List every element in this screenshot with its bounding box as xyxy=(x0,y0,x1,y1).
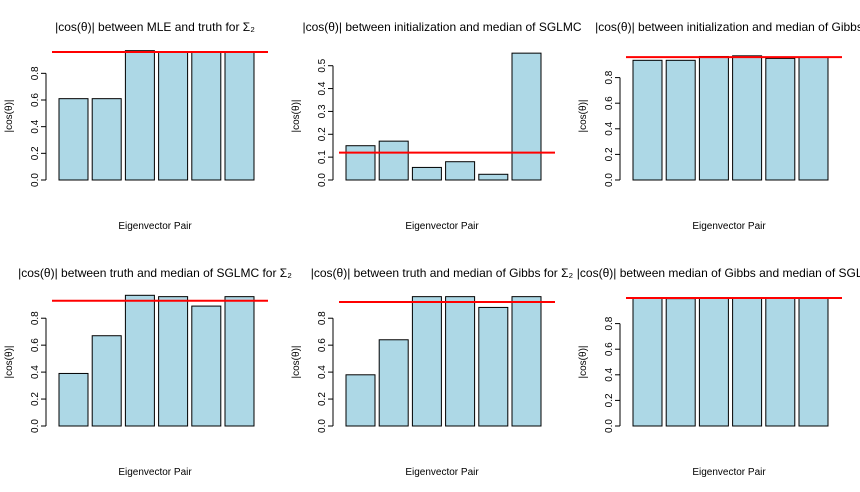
bar-2 xyxy=(665,59,696,181)
y-tick-label: 0.1 xyxy=(317,150,328,164)
chart-title: |cos(θ)| between initialization and medi… xyxy=(302,20,581,34)
y-tick-label: 0.2 xyxy=(317,127,328,141)
x-axis-label: Eigenvector Pair xyxy=(118,467,192,478)
y-tick-label: 0.0 xyxy=(317,173,328,187)
y-axis-label: |cos(θ)| xyxy=(578,100,589,133)
bar-5 xyxy=(765,297,796,427)
y-tick-label: 0.0 xyxy=(317,419,328,433)
bar-6 xyxy=(224,51,255,181)
chart-panel-4: |cos(θ)| between truth and median of SGL… xyxy=(4,266,292,478)
y-tick-label: 0.4 xyxy=(604,121,615,135)
y-tick-label: 0.8 xyxy=(604,70,615,84)
bar-3 xyxy=(124,294,155,427)
y-tick-label: 0.2 xyxy=(30,392,41,406)
y-tick-label: 0.2 xyxy=(30,146,41,160)
y-tick-label: 0.4 xyxy=(604,367,615,381)
y-tick-label: 0.4 xyxy=(30,365,41,379)
bar-5 xyxy=(478,306,509,427)
x-axis-label: Eigenvector Pair xyxy=(405,221,479,232)
y-tick-label: 0.8 xyxy=(317,311,328,325)
y-tick-label: 0.6 xyxy=(317,338,328,352)
chart-title: |cos(θ)| between truth and median of Gib… xyxy=(311,266,574,280)
x-axis-label: Eigenvector Pair xyxy=(692,467,766,478)
y-tick-label: 0.2 xyxy=(317,392,328,406)
bar-1 xyxy=(58,372,89,427)
bar-4 xyxy=(158,51,189,181)
bar-6 xyxy=(511,52,542,181)
chart-title: |cos(θ)| between initialization and medi… xyxy=(595,20,860,34)
bar-2 xyxy=(665,298,696,427)
y-axis-label: |cos(θ)| xyxy=(291,346,302,379)
bar-4 xyxy=(732,55,763,181)
x-axis-label: Eigenvector Pair xyxy=(118,221,192,232)
bar-2 xyxy=(91,335,122,427)
y-tick-label: 0.4 xyxy=(317,365,328,379)
y-tick-label: 0.6 xyxy=(604,96,615,110)
bar-3 xyxy=(698,297,729,427)
y-axis-label: |cos(θ)| xyxy=(4,346,15,379)
bar-2 xyxy=(378,140,409,181)
chart-panel-5: |cos(θ)| between truth and median of Gib… xyxy=(291,266,574,478)
bar-5 xyxy=(478,173,509,181)
x-axis-label: Eigenvector Pair xyxy=(692,221,766,232)
y-axis-label: |cos(θ)| xyxy=(578,346,589,379)
bar-6 xyxy=(798,56,829,181)
bar-4 xyxy=(445,296,476,427)
chart-panel-6: |cos(θ)| between median of Gibbs and med… xyxy=(577,266,860,478)
bar-4 xyxy=(732,297,763,427)
bar-6 xyxy=(511,296,542,427)
y-tick-label: 0.8 xyxy=(604,316,615,330)
y-tick-label: 0.0 xyxy=(30,419,41,433)
bar-6 xyxy=(224,296,255,427)
y-tick-label: 0.5 xyxy=(317,58,328,72)
chart-panel-1: |cos(θ)| between MLE and truth for Σ₂ 0.0… xyxy=(4,20,268,232)
chart-title: |cos(θ)| between median of Gibbs and med… xyxy=(577,266,860,280)
chart-panel-2: |cos(θ)| between initialization and medi… xyxy=(291,20,582,232)
y-tick-label: 0.6 xyxy=(30,93,41,107)
y-tick-label: 0.6 xyxy=(30,338,41,352)
bar-4 xyxy=(445,161,476,181)
bar-5 xyxy=(191,305,222,427)
y-tick-label: 0.6 xyxy=(604,342,615,356)
bar-1 xyxy=(632,59,663,181)
bar-1 xyxy=(345,145,376,181)
bar-2 xyxy=(91,98,122,181)
y-tick-label: 0.8 xyxy=(30,66,41,80)
y-tick-label: 0.4 xyxy=(30,119,41,133)
bar-3 xyxy=(698,55,729,181)
y-tick-label: 0.8 xyxy=(30,311,41,325)
y-tick-label: 0.0 xyxy=(604,173,615,187)
x-axis-label: Eigenvector Pair xyxy=(405,467,479,478)
y-tick-label: 0.2 xyxy=(604,147,615,161)
bar-2 xyxy=(378,339,409,427)
y-tick-label: 0.0 xyxy=(604,419,615,433)
y-axis-label: |cos(θ)| xyxy=(291,100,302,133)
y-axis-label: |cos(θ)| xyxy=(4,100,15,133)
y-tick-label: 0.3 xyxy=(317,104,328,118)
bar-6 xyxy=(798,297,829,427)
bar-5 xyxy=(191,51,222,181)
y-tick-label: 0.4 xyxy=(317,81,328,95)
bar-1 xyxy=(58,98,89,181)
bar-3 xyxy=(411,296,442,427)
chart-panel-3: |cos(θ)| between initialization and medi… xyxy=(578,20,860,232)
y-tick-label: 0.0 xyxy=(30,173,41,187)
bar-1 xyxy=(345,374,376,427)
y-tick-label: 0.2 xyxy=(604,393,615,407)
bar-1 xyxy=(632,297,663,427)
bar-5 xyxy=(765,57,796,181)
bar-3 xyxy=(411,166,442,181)
bar-4 xyxy=(158,296,189,427)
chart-title: |cos(θ)| between truth and median of SGL… xyxy=(18,266,292,280)
chart-title: |cos(θ)| between MLE and truth for Σ₂ xyxy=(55,20,255,34)
bar-3 xyxy=(124,50,155,181)
